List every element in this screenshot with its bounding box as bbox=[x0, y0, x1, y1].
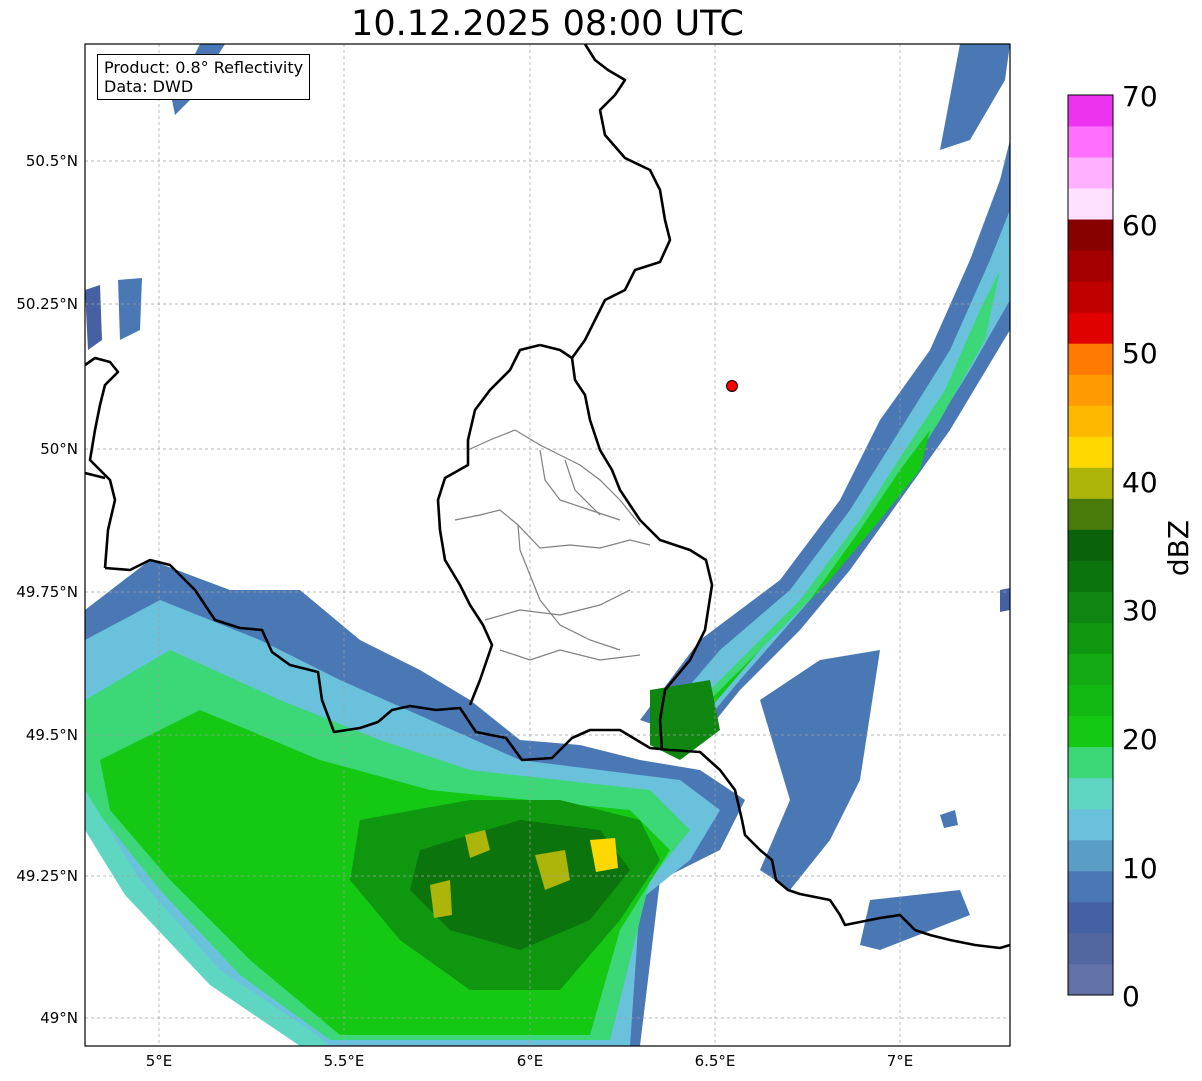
map-title: 10.12.2025 08:00 UTC bbox=[351, 4, 744, 44]
colorbar-swatch bbox=[1068, 870, 1113, 903]
colorbar-frame bbox=[1067, 94, 1114, 996]
colorbar-tick-label: 60 bbox=[1122, 209, 1158, 242]
lon-tick-label: 5.5°E bbox=[324, 1052, 365, 1070]
product-info-box: Product: 0.8° Reflectivity Data: DWD bbox=[97, 54, 311, 100]
lat-tick-label: 49.75°N bbox=[16, 583, 78, 601]
colorbar-swatch bbox=[1068, 498, 1113, 530]
map-area bbox=[85, 44, 1010, 1046]
colorbar-swatch bbox=[1068, 374, 1113, 406]
lat-tick-label: 49.25°N bbox=[16, 867, 78, 885]
colorbar-swatch bbox=[1068, 95, 1113, 127]
lat-tick-label: 49°N bbox=[40, 1009, 78, 1027]
colorbar-tick-label: 50 bbox=[1122, 337, 1158, 370]
country-borders bbox=[85, 44, 1010, 950]
colorbar-swatch bbox=[1068, 591, 1113, 623]
lon-tick-labels: 5°E 5.5°E 6°E 6.5°E 7°E bbox=[146, 1052, 914, 1070]
colorbar-swatch bbox=[1068, 405, 1113, 437]
colorbar-swatch bbox=[1068, 715, 1113, 748]
colorbar-swatch bbox=[1068, 343, 1113, 375]
product-label: Product: 0.8° Reflectivity bbox=[104, 58, 304, 77]
lon-tick-label: 7°E bbox=[887, 1052, 914, 1070]
colorbar-swatch bbox=[1068, 219, 1113, 251]
colorbar-swatch bbox=[1068, 901, 1113, 934]
colorbar-swatch bbox=[1068, 808, 1113, 841]
lon-tick-label: 6°E bbox=[517, 1052, 544, 1070]
lon-tick-label: 6.5°E bbox=[695, 1052, 736, 1070]
colorbar-ticks: 0 10 20 30 40 50 60 70 bbox=[1122, 80, 1158, 1013]
colorbar-tick-label: 0 bbox=[1122, 980, 1140, 1013]
colorbar: 0 10 20 30 40 50 60 70 dBZ bbox=[1067, 80, 1195, 1013]
lat-tick-label: 49.5°N bbox=[26, 726, 78, 744]
colorbar-swatch bbox=[1068, 777, 1113, 810]
colorbar-swatch bbox=[1068, 436, 1113, 468]
colorbar-swatch bbox=[1068, 529, 1113, 561]
colorbar-swatch bbox=[1068, 622, 1113, 655]
colorbar-swatch bbox=[1068, 250, 1113, 282]
district-boundaries bbox=[454, 429, 651, 661]
lat-tick-label: 50.25°N bbox=[16, 295, 78, 313]
colorbar-swatch bbox=[1068, 312, 1113, 344]
colorbar-swatch bbox=[1068, 746, 1113, 779]
colorbar-swatch bbox=[1068, 467, 1113, 499]
map-frame bbox=[84, 43, 1011, 1047]
radar-site-marker bbox=[726, 380, 738, 392]
colorbar-swatch bbox=[1068, 653, 1113, 686]
colorbar-tick-label: 20 bbox=[1122, 723, 1158, 756]
lon-tick-label: 5°E bbox=[146, 1052, 173, 1070]
colorbar-tick-label: 70 bbox=[1122, 80, 1158, 113]
colorbar-swatch bbox=[1068, 932, 1113, 965]
gridlines bbox=[85, 44, 1010, 1046]
colorbar-label: dBZ bbox=[1162, 520, 1195, 576]
colorbar-swatch bbox=[1068, 281, 1113, 313]
colorbar-tick-label: 40 bbox=[1122, 466, 1158, 499]
colorbar-swatch bbox=[1068, 126, 1113, 158]
colorbar-swatch bbox=[1068, 188, 1113, 220]
colorbar-swatch bbox=[1068, 560, 1113, 592]
colorbar-swatch bbox=[1068, 839, 1113, 872]
colorbar-swatches bbox=[1068, 95, 1113, 996]
lat-tick-label: 50.5°N bbox=[26, 152, 78, 170]
colorbar-swatch bbox=[1068, 157, 1113, 189]
data-source-label: Data: DWD bbox=[104, 77, 194, 96]
colorbar-swatch bbox=[1068, 963, 1113, 996]
colorbar-tick-label: 10 bbox=[1122, 852, 1158, 885]
lat-tick-labels: 50.5°N 50.25°N 50°N 49.75°N 49.5°N 49.25… bbox=[16, 152, 78, 1027]
lat-tick-label: 50°N bbox=[40, 440, 78, 458]
reflectivity-field bbox=[85, 44, 1010, 1046]
colorbar-tick-label: 30 bbox=[1122, 594, 1158, 627]
colorbar-swatch bbox=[1068, 684, 1113, 717]
